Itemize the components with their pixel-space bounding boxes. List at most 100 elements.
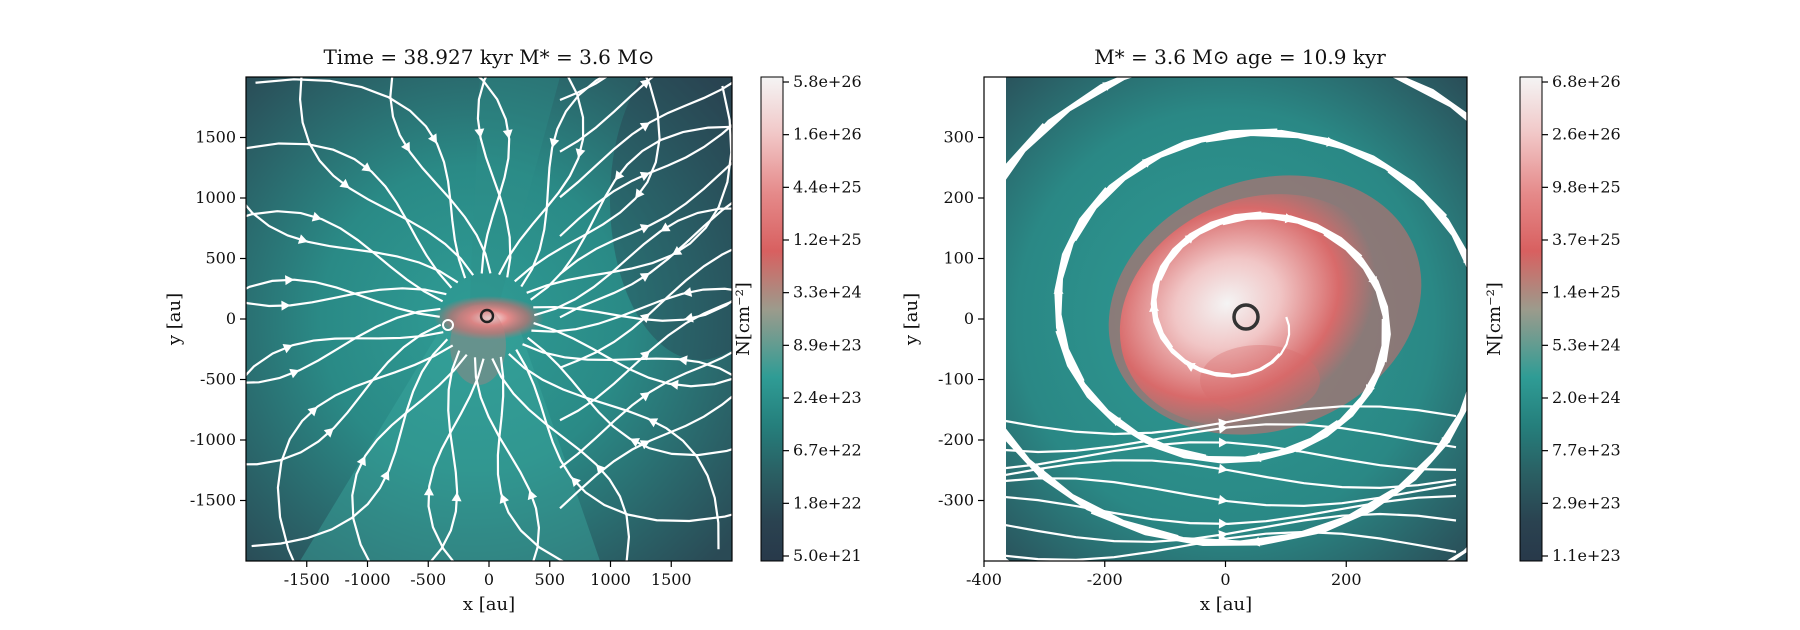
right-y-ticks: -300 -200 -100 0 100 200 300 xyxy=(938,128,984,510)
left-y-tick-label: 1500 xyxy=(195,128,236,147)
left-y-ticks: -1500 -1000 -500 0 500 1000 1500 xyxy=(190,128,246,510)
right-streamline-arrow xyxy=(1218,534,1228,545)
left-streamline-arrow xyxy=(356,455,366,467)
left-streamline-arrow xyxy=(639,171,650,182)
left-streamline-arrow xyxy=(380,470,390,481)
right-streamline xyxy=(984,77,1467,561)
left-x-label: x [au] xyxy=(463,594,515,615)
left-x-tick-label: -500 xyxy=(410,570,446,589)
right-streamline-arrow xyxy=(1218,494,1228,505)
left-streamline-arrow xyxy=(499,493,510,504)
left-streamline-arrow xyxy=(639,224,650,234)
right-x-tick-label: -400 xyxy=(966,570,1002,589)
left-streamline-arrow xyxy=(635,188,645,199)
right-density-map xyxy=(984,77,1467,561)
left-streamline-arrow xyxy=(527,489,538,501)
left-streamline-arrow xyxy=(285,275,295,286)
left-y-tick-label: 0 xyxy=(226,309,236,328)
left-x-tick-label: -1500 xyxy=(284,570,330,589)
left-colorbar-tick-label: 5.8e+26 xyxy=(793,72,862,91)
right-colorbar-ticks: 6.8e+26 2.6e+26 9.8e+25 3.7e+25 1.4e+25 5.3e+… xyxy=(1542,72,1621,565)
left-x-tick-label: 1500 xyxy=(651,570,692,589)
right-sink-ring xyxy=(1232,303,1260,331)
left-streamline-arrow xyxy=(361,162,372,172)
left-streamline-arrow xyxy=(575,148,586,159)
left-y-tick-label: 1000 xyxy=(195,188,236,207)
left-colorbar-tick-label: 2.4e+23 xyxy=(793,388,862,407)
left-streamline-arrow xyxy=(323,427,334,438)
left-streamline xyxy=(559,77,608,102)
left-streamline-arrow xyxy=(639,350,650,361)
right-streamline-arrow xyxy=(1218,463,1228,474)
left-colorbar-tick-label: 1.8e+22 xyxy=(793,493,862,512)
left-streamline-arrow xyxy=(427,133,438,144)
right-y-tick-label: 300 xyxy=(943,128,974,147)
right-x-tick-label: -200 xyxy=(1087,570,1123,589)
left-streamline-arrow xyxy=(647,418,659,428)
left-y-tick-label: -1500 xyxy=(190,491,236,510)
right-x-ticks: -400 -200 0 200 xyxy=(966,561,1362,589)
right-y-tick-label: 0 xyxy=(964,309,974,328)
left-streamline-arrow xyxy=(423,486,434,496)
right-streamline-arrow xyxy=(1218,518,1228,529)
left-colorbar-tick-label: 8.9e+23 xyxy=(793,335,862,354)
left-streamlines xyxy=(246,77,732,561)
left-streamline-arrow xyxy=(629,438,641,448)
left-colorbar xyxy=(760,76,784,562)
left-colorbar-tick-label: 6.7e+22 xyxy=(793,441,862,460)
left-y-tick-label: -1000 xyxy=(190,430,236,449)
right-x-tick-label: 200 xyxy=(1331,570,1362,589)
right-y-tick-label: -100 xyxy=(938,370,974,389)
left-x-tick-label: -1000 xyxy=(344,570,390,589)
right-colorbar-label: N[cm⁻²] xyxy=(1484,282,1505,356)
left-y-label: y [au] xyxy=(164,293,185,346)
left-streamline-arrow xyxy=(401,141,410,153)
right-x-tick-label: 0 xyxy=(1220,570,1230,589)
left-streamline-arrow xyxy=(307,406,318,417)
right-colorbar-tick-label: 2.9e+23 xyxy=(1552,493,1621,512)
left-colorbar-tick-label: 1.2e+25 xyxy=(793,230,862,249)
right-y-label: y [au] xyxy=(901,293,922,346)
left-colorbar-tick-label: 3.3e+24 xyxy=(793,283,862,302)
left-y-tick-label: 500 xyxy=(205,249,236,268)
right-streamline xyxy=(984,77,1467,543)
right-colorbar-tick-label: 3.7e+25 xyxy=(1552,230,1621,249)
right-panel-title: M* = 3.6 M⊙ age = 10.9 kyr xyxy=(1094,45,1386,69)
left-colorbar-tick-label: 4.4e+25 xyxy=(793,177,862,196)
right-y-tick-label: -200 xyxy=(938,430,974,449)
right-streamline-arrow xyxy=(1218,423,1228,434)
left-streamline-arrow xyxy=(549,137,560,148)
right-colorbar-tick-label: 1.4e+25 xyxy=(1552,283,1621,302)
right-colorbar-tick-label: 2.0e+24 xyxy=(1552,388,1621,407)
right-colorbar-tick-label: 9.8e+25 xyxy=(1552,177,1621,196)
right-x-label: x [au] xyxy=(1200,594,1252,615)
right-streamlines xyxy=(984,77,1467,561)
left-panel: Time = 38.927 kyr M* = 3.6 M⊙ -1500 -1000… xyxy=(164,45,862,615)
right-y-tick-label: 100 xyxy=(943,249,974,268)
left-streamline-arrow xyxy=(596,464,606,475)
right-colorbar-tick-label: 1.1e+23 xyxy=(1552,546,1621,565)
left-streamline-arrow xyxy=(639,78,650,89)
left-x-tick-label: 500 xyxy=(534,570,565,589)
left-streamline-arrow xyxy=(311,211,322,222)
left-streamline-arrow xyxy=(614,170,625,181)
left-streamline-arrow xyxy=(502,129,513,140)
right-colorbar-tick-label: 6.8e+26 xyxy=(1552,72,1621,91)
right-panel: M* = 3.6 M⊙ age = 10.9 kyr -400 -200 0 200 … xyxy=(901,45,1621,615)
left-colorbar-tick-label: 5.0e+21 xyxy=(793,546,862,565)
right-streamline-arrow xyxy=(1218,437,1228,448)
left-streamline-arrow xyxy=(639,392,650,402)
left-x-tick-label: 1000 xyxy=(590,570,631,589)
right-colorbar-tick-label: 7.7e+23 xyxy=(1552,441,1621,460)
left-streamline-arrow xyxy=(639,122,650,132)
right-colorbar-tick-label: 2.6e+26 xyxy=(1552,125,1621,144)
left-density-map xyxy=(246,77,732,561)
left-streamline-arrow xyxy=(339,178,350,189)
left-secondary-loop xyxy=(442,319,454,331)
right-colorbar xyxy=(1519,76,1543,562)
left-streamline-arrow xyxy=(282,343,293,354)
left-x-ticks: -1500 -1000 -500 0 500 1000 1500 xyxy=(284,561,692,589)
right-y-tick-label: -300 xyxy=(938,491,974,510)
right-y-tick-label: 200 xyxy=(943,188,974,207)
left-streamline-arrow xyxy=(639,440,650,450)
